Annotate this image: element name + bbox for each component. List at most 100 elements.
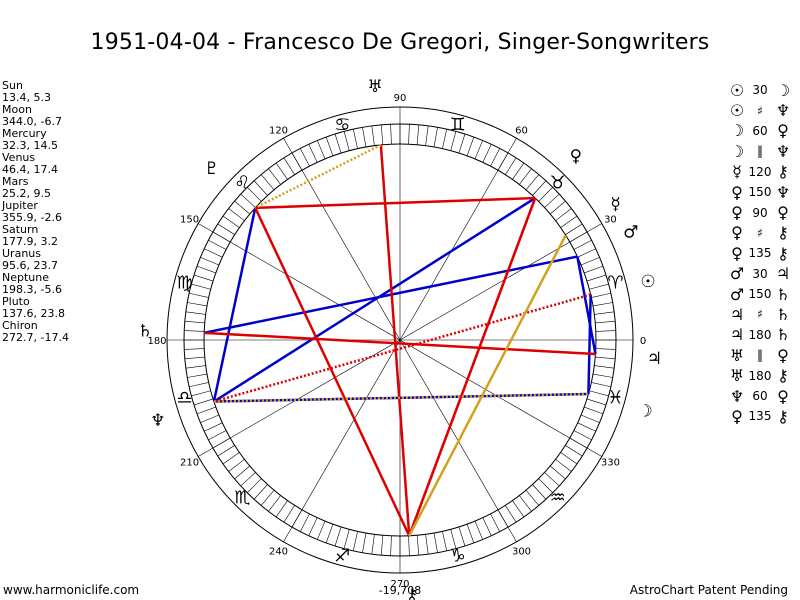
aspect-p2: ♀ [777,386,789,406]
degree-label: 60 [515,126,528,137]
degree-tick [591,292,611,298]
degree-tick [569,231,588,243]
degree-tick [308,517,318,536]
degree-tick [208,430,227,441]
aspect-angle: 60 [752,123,768,138]
degree-tick [416,124,420,145]
planet-marker-pluto: ♇ [204,159,219,179]
degree-tick [525,489,540,506]
degree-label: 120 [269,126,288,137]
degree-tick [584,406,604,415]
degree-label: 210 [180,458,199,469]
degree-tick [425,534,429,555]
zodiac-signs: ♈ ♉ ♊ ♋ ♌ ♍ ♎ ♏ ♐ ♑ ♒ ♓ [177,115,624,567]
degree-label: 300 [512,546,531,557]
aspect-p1: ☽ [729,141,745,161]
aspect-row: ☽ 60 ♀ [726,121,800,141]
degree-ticks [184,124,616,556]
degree-tick [595,320,616,324]
degree-tick [253,180,268,196]
aspect-angle: ‖ [757,348,763,363]
aspect-line [576,256,597,355]
aspect-angle: 150 [748,185,772,200]
aspect-p1: ☽ [729,121,745,141]
aspect-row: ♆ 60 ♀ [726,386,800,406]
degree-tick [200,257,220,266]
planet-name-jupiter: Jupiter [2,199,38,212]
aspect-p2: ⚷ [777,406,789,426]
degree-tick [228,208,245,221]
planet-value-venus: 46.4, 17.4 [2,163,58,176]
aspect-row: ♅ 180 ⚷ [726,365,800,385]
aspect-p1: ☉ [729,80,745,100]
degree-tick [544,193,560,208]
planet-marker-mars: ♂ [623,222,638,242]
aspect-p2: ♀ [777,345,789,365]
degree-tick [283,157,295,175]
planet-marker-saturn: ♄ [138,322,153,342]
degree-tick [555,208,572,221]
degree-tick [334,133,342,154]
degree-tick [217,445,235,457]
degree-tick [450,131,457,151]
aspect-row: ☿ 120 ⚷ [726,162,800,182]
planet-value-pluto: 137.6, 23.8 [2,307,65,320]
degree-tick [595,356,616,360]
aspect-p1: ☉ [729,101,745,121]
aspect-p2: ♀ [777,121,789,141]
aspect-line [204,331,596,356]
degree-tick [538,187,553,202]
planet-marker-sun: ☉ [640,272,655,292]
aspect-row: ♀ 150 ♆ [726,182,800,202]
degree-tick [573,239,592,250]
aspect-row: ♂ 150 ♄ [726,284,800,304]
degree-tick [222,452,240,465]
degree-tick [565,223,583,235]
degree-tick [317,140,326,160]
aspect-line [408,197,537,537]
degree-tick [573,430,592,441]
degree-tick [240,193,256,208]
degree-label: 240 [269,546,288,557]
degree-tick [193,398,214,406]
aspect-row: ♀ 135 ⚷ [726,406,800,426]
degree-tick [204,422,223,432]
planet-marker-chiron: ⚷ [406,586,418,600]
degree-tick [416,535,420,556]
degree-tick [240,472,256,487]
degree-tick [200,414,220,423]
degree-tick [525,174,540,191]
degree-tick [362,532,367,553]
degree-tick [247,478,262,493]
aspect-angle: ‖ [757,144,763,159]
aspect-angle: 135 [748,246,772,261]
aspect-line [408,234,567,537]
degree-tick [268,495,281,512]
footer-website[interactable]: www.harmoniclife.com [3,583,140,597]
degree-tick [253,484,268,500]
degree-tick [580,257,600,266]
degree-tick [184,348,205,350]
aspect-p2: ♄ [775,304,791,324]
zodiac-sign-glyph: ♊ [450,115,466,136]
aspect-angle: 150 [748,287,772,302]
aspect-row: ♀ ♯ ⚷ [726,223,800,243]
planet-value-mercury: 32.3, 14.5 [2,139,58,152]
planet-name-sun: Sun [2,79,23,92]
degree-tick [490,148,501,167]
footer-patent: AstroChart Patent Pending [629,583,788,597]
degree-tick [490,513,501,532]
degree-tick [549,200,566,215]
zodiac-sign-glyph: ♒ [550,488,566,509]
degree-tick [317,520,326,540]
aspect-angle: 180 [748,327,772,342]
degree-tick [589,390,609,397]
degree-tick [343,131,350,151]
aspect-angle: ♯ [757,103,763,118]
aspect-row: ♂ 30 ♃ [726,264,800,284]
degree-tick [408,535,410,556]
aspect-lines [203,143,597,537]
degree-tick [283,505,295,523]
planet-marker-jupiter: ♃ [647,349,662,369]
aspect-p2: ♆ [775,101,791,121]
